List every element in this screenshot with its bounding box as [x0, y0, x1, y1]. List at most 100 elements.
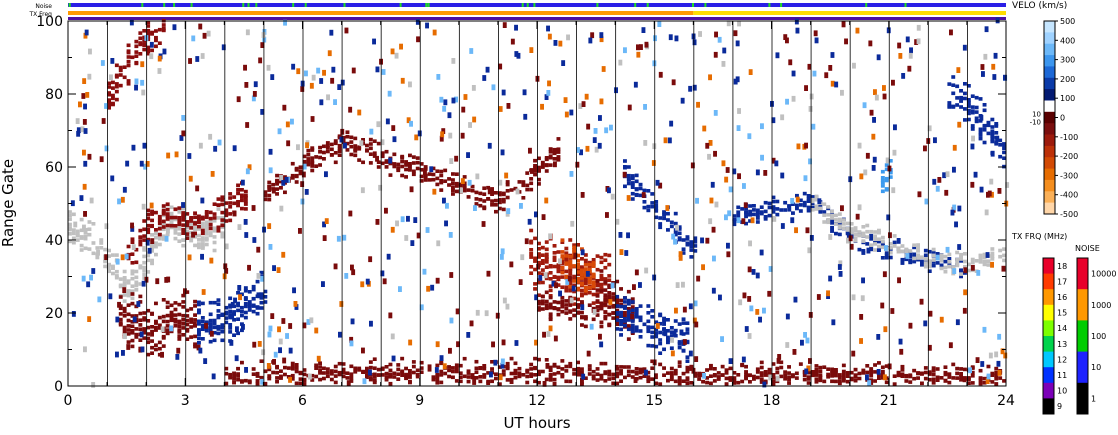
echo-cell	[201, 289, 206, 295]
echo-cell	[286, 366, 291, 370]
echo-cell	[673, 211, 678, 216]
echo-cell	[263, 193, 268, 198]
echo-cell	[572, 277, 577, 281]
echo-cell	[580, 276, 584, 280]
echo-cell	[349, 364, 354, 369]
echo-cell	[126, 43, 131, 48]
echo-cell	[142, 238, 147, 242]
echo-cell	[79, 243, 84, 248]
echo-cell	[404, 366, 408, 371]
echo-cell	[160, 351, 164, 358]
echo-cell	[251, 287, 256, 292]
echo-cell	[435, 176, 440, 181]
noise-color-step	[1077, 382, 1088, 415]
echo-cell	[357, 366, 362, 371]
echo-cell	[114, 89, 119, 94]
echo-cell	[680, 97, 685, 104]
noise-bar-tick	[425, 3, 428, 7]
echo-cell	[865, 229, 870, 234]
echo-cell	[197, 332, 201, 337]
echo-cell	[959, 252, 963, 257]
echo-cell	[717, 36, 722, 43]
echo-cell	[318, 365, 322, 369]
echo-cell	[208, 210, 213, 215]
echo-cell	[228, 205, 233, 209]
echo-cell	[658, 216, 663, 220]
echo-cell	[150, 209, 154, 214]
echo-cell	[990, 117, 995, 122]
echo-cell	[423, 178, 428, 182]
echo-cell	[423, 165, 428, 169]
echo-cell	[130, 271, 135, 276]
echo-cell	[923, 253, 928, 258]
echo-cell	[316, 67, 321, 74]
echo-cell	[212, 318, 217, 323]
echo-cell	[853, 373, 858, 377]
echo-cell	[787, 371, 791, 375]
echo-cell	[146, 227, 151, 232]
echo-cell	[271, 370, 276, 375]
echo-cell	[708, 74, 712, 81]
echo-cell	[670, 350, 675, 357]
echo-cell	[748, 219, 752, 223]
echo-cell	[677, 231, 682, 236]
echo-cell	[630, 308, 635, 313]
echo-cell	[305, 142, 309, 149]
echo-cell	[626, 309, 631, 314]
echo-cell	[552, 306, 557, 310]
echo-cell	[775, 52, 780, 59]
echo-cell	[325, 146, 330, 150]
echo-cell	[146, 28, 151, 33]
echo-cell	[572, 243, 577, 247]
echo-cell	[641, 192, 646, 198]
echo-cell	[142, 327, 147, 331]
echo-cell	[798, 362, 803, 366]
echo-cell	[834, 218, 838, 222]
echo-cell	[603, 297, 608, 301]
echo-cell	[873, 237, 877, 241]
echo-cell	[376, 367, 381, 372]
echo-cell	[785, 342, 790, 348]
echo-cell	[447, 365, 451, 369]
echo-cell	[126, 49, 131, 53]
echo-cell	[877, 376, 881, 380]
echo-cell	[1001, 265, 1006, 272]
echo-cell	[678, 255, 683, 261]
echo-cell	[572, 274, 577, 279]
echo-cell	[404, 167, 408, 172]
echo-cell	[619, 333, 623, 337]
echo-cell	[500, 248, 505, 255]
echo-cell	[322, 221, 326, 228]
echo-cell	[986, 263, 991, 267]
echo-cell	[592, 309, 597, 315]
echo-cell	[486, 379, 491, 384]
echo-cell	[384, 375, 389, 380]
echo-cell	[916, 256, 920, 260]
echo-cell	[83, 236, 88, 241]
echo-cell	[634, 329, 639, 333]
echo-cell	[319, 99, 324, 106]
echo-cell	[529, 362, 534, 367]
echo-cell	[212, 321, 217, 326]
echo-cell	[423, 169, 427, 176]
echo-cell	[173, 207, 178, 212]
echo-cell	[955, 84, 960, 89]
echo-cell	[314, 363, 319, 368]
echo-cell	[728, 358, 733, 364]
echo-cell	[865, 374, 869, 381]
echo-cell	[310, 168, 315, 173]
echo-cell	[626, 318, 631, 322]
velocity-tick-label: 0	[1060, 114, 1065, 123]
velocity-tick-label: 300	[1060, 56, 1075, 65]
velocity-color-step	[1044, 202, 1055, 215]
echo-cell	[485, 66, 490, 73]
echo-cell	[521, 180, 526, 184]
noise-tick-label: 10	[1091, 363, 1101, 372]
echo-cell	[572, 248, 577, 252]
echo-cell	[211, 373, 216, 380]
noise-bar-tick	[596, 3, 599, 7]
echo-cell	[952, 268, 957, 274]
echo-cell	[775, 207, 780, 211]
echo-cell	[810, 206, 815, 210]
echo-cell	[650, 377, 655, 381]
